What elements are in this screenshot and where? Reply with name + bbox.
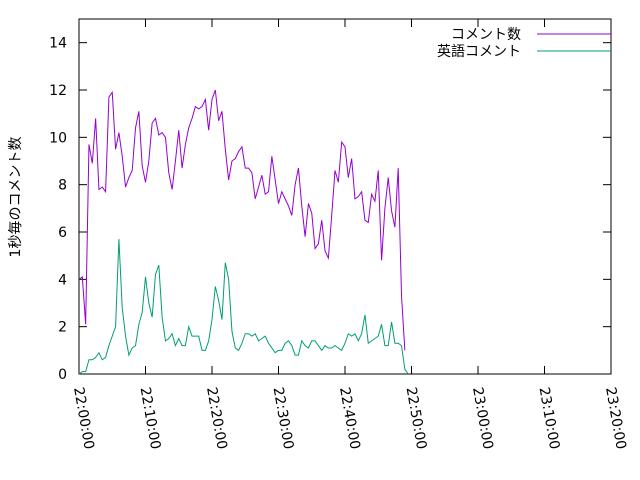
- x-axis: 22:00:00 22:10:00 22:20:00 22:30:00 22:40:00…: [70, 19, 629, 451]
- series-line-1: [78, 239, 409, 375]
- y-tick-label: 2: [58, 320, 67, 336]
- series-line-0: [78, 89, 406, 351]
- x-tick-label: 23:20:00: [602, 386, 629, 451]
- plot-border: [78, 18, 612, 375]
- y-tick-label: 4: [58, 272, 67, 288]
- x-tick-label: 23:00:00: [469, 386, 496, 451]
- y-tick-label: 8: [58, 178, 67, 194]
- x-tick-label: 22:30:00: [270, 386, 297, 451]
- y-tick-label: 10: [49, 130, 67, 146]
- y-tick-label: 0: [58, 367, 67, 383]
- x-tick-label: 22:10:00: [137, 386, 164, 451]
- series-lines: [78, 89, 409, 375]
- y-axis: 0 2 4 6 8 10 12 14: [49, 36, 611, 383]
- x-tick-label: 22:50:00: [403, 386, 430, 451]
- y-axis-title: 1秒毎のコメント数: [8, 137, 24, 258]
- y-tick-label: 14: [49, 36, 67, 52]
- x-tick-label: 22:20:00: [203, 386, 230, 451]
- y-tick-label: 6: [58, 225, 67, 241]
- x-tick-label: 22:00:00: [70, 386, 97, 451]
- legend-label: 英語コメント: [437, 43, 521, 60]
- x-tick-label: 23:10:00: [536, 386, 563, 451]
- x-tick-label: 22:40:00: [336, 386, 363, 451]
- legend-label: コメント数: [451, 27, 521, 43]
- y-tick-label: 12: [49, 83, 67, 99]
- plot-frame: [78, 18, 612, 375]
